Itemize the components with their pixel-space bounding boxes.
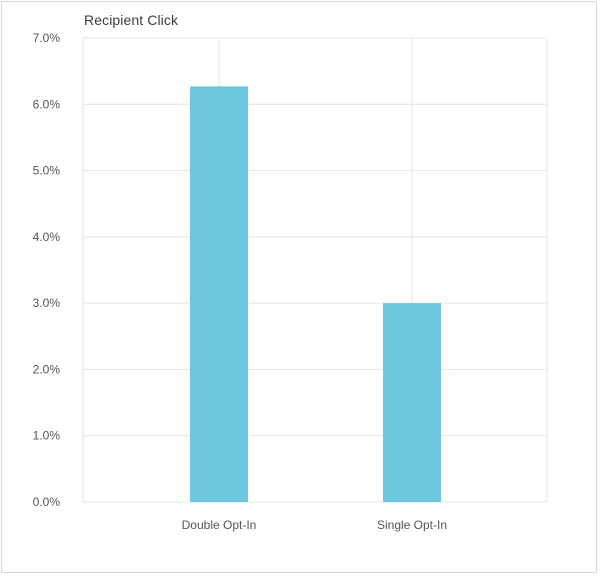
bar-double-opt-in <box>190 86 248 502</box>
y-tick-label: 1.0% <box>33 429 61 443</box>
chart-title: Recipient Click <box>84 12 179 28</box>
y-tick-label: 7.0% <box>33 31 61 45</box>
x-tick-label: Single Opt-In <box>377 518 447 532</box>
x-tick-label: Double Opt-In <box>182 518 257 532</box>
y-tick-label: 3.0% <box>33 296 61 310</box>
y-tick-label: 5.0% <box>33 164 61 178</box>
y-tick-label: 4.0% <box>33 230 61 244</box>
bar-single-opt-in <box>383 303 441 502</box>
y-tick-label: 0.0% <box>33 495 61 509</box>
y-tick-label: 2.0% <box>33 362 61 376</box>
y-tick-label: 6.0% <box>33 97 61 111</box>
